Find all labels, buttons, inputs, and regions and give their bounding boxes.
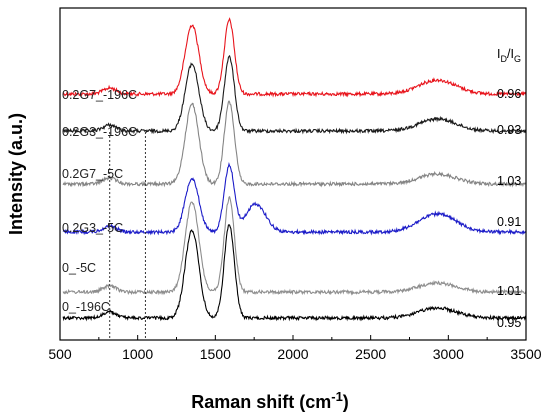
ratio-value: 1.01 [497,284,521,298]
x-tick-label: 1000 [122,346,153,362]
series-labels: 0.2G7_-196C 0.2G3_-196C 0.2G7_-5C 0.2G3_-5C… [62,88,137,314]
x-tick-label: 500 [48,346,72,362]
x-tick-label: 2000 [277,346,308,362]
ratio-value: 0.93 [497,123,521,137]
series-line [62,224,527,322]
ratio-value: 0.91 [497,215,521,229]
x-tick-label: 3500 [510,346,541,362]
x-axis-title: Raman shift (cm-1) [191,389,349,412]
series-label: 0.2G7_-5C [62,167,123,181]
series-line [62,100,527,188]
spectra-curves [62,17,527,322]
y-axis-title: Intensity (a.u.) [6,113,26,235]
series-label: 0_-5C [62,261,96,275]
series-label: 0.2G3_-196C [62,125,137,139]
x-tick-label: 1500 [200,346,231,362]
reference-lines [109,132,146,340]
ratio-header: ID/IG [497,47,521,64]
ratio-value: 1.03 [497,174,521,188]
ratio-value: 0.95 [497,316,521,330]
series-line [62,195,527,296]
ratio-value: 0.96 [497,87,521,101]
x-tick-label: 2500 [355,346,386,362]
series-line [62,17,527,98]
x-axis-ticks: 500 1000 1500 2000 2500 3000 3500 [48,335,542,362]
series-label: 0.2G3_-5C [62,221,123,235]
series-label: 0.2G7_-196C [62,88,137,102]
ratio-labels: 0.96 0.93 1.03 0.91 1.01 0.95 [497,87,521,330]
series-line [62,161,527,236]
series-label: 0_-196C [62,300,110,314]
x-tick-label: 3000 [433,346,464,362]
series-line [62,54,527,135]
